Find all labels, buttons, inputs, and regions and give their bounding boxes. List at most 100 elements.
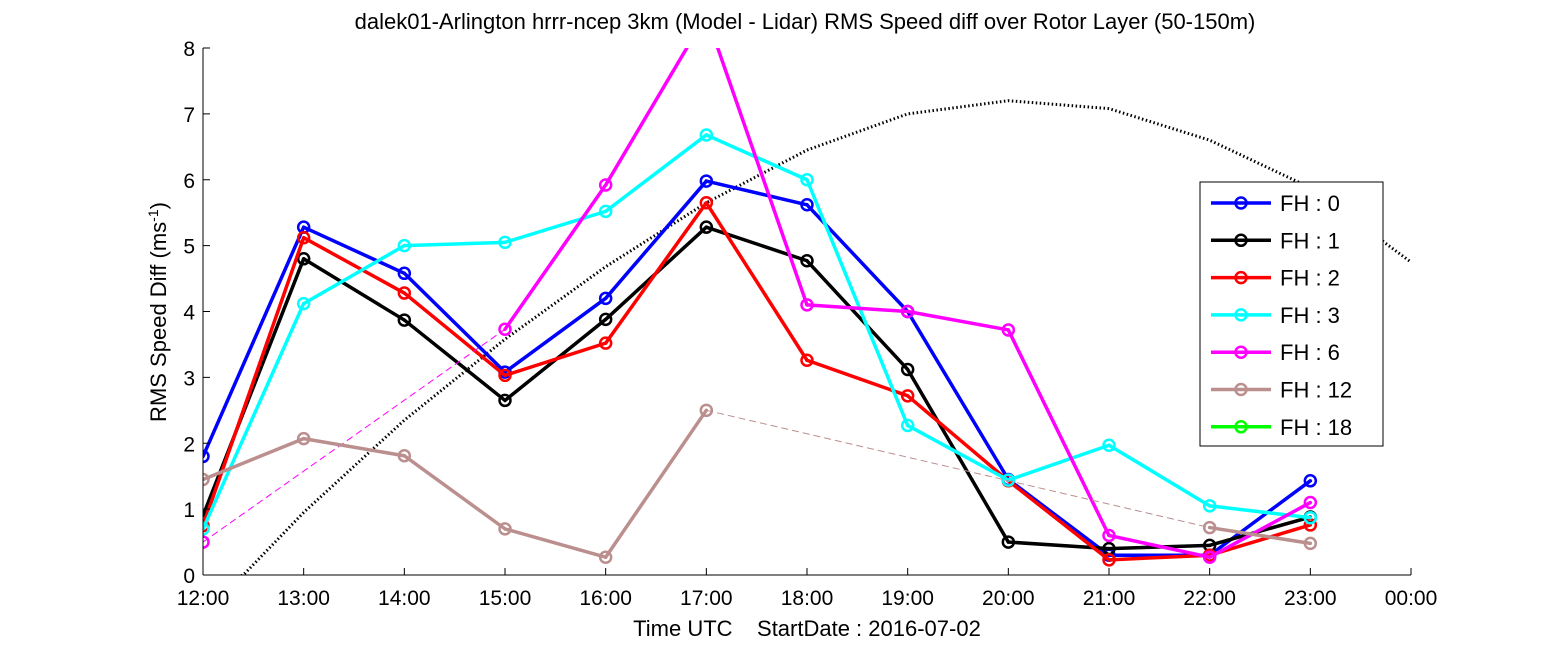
data-point: [800, 353, 814, 367]
legend-label: FH : 3: [1280, 303, 1340, 328]
legend: FH : 0 FH : 1 FH : 2 FH : 3 FH : 6 FH : 12 FH …: [1199, 181, 1384, 447]
series-connector-dashed: [706, 409, 1210, 529]
series-fh-2: [203, 196, 1318, 567]
data-point: [598, 291, 613, 306]
series-line-segment: [715, 48, 809, 307]
data-point: [1102, 553, 1116, 567]
data-point: [296, 431, 311, 446]
reference-curve-layer: [238, 99, 1411, 575]
axes-layer: 12:00 13:00 14:00 15:00 16:00 17:00 18:00 19:00…: [177, 38, 1438, 610]
series-line-segment: [503, 183, 608, 332]
series-line-segment: [805, 259, 910, 372]
series-line-segment: [905, 367, 1011, 544]
data-point: [699, 174, 714, 188]
y-tick-label: 3: [183, 367, 195, 390]
series-line-segment: [805, 358, 910, 398]
series-line-segment: [402, 454, 507, 531]
series-line-segment: [603, 408, 709, 559]
series-line-segment: [603, 48, 689, 187]
x-tick-label: 13:00: [277, 587, 330, 610]
data-point: [203, 522, 210, 536]
legend-swatch-marker: [1234, 382, 1248, 397]
legend-label: FH : 2: [1280, 266, 1340, 291]
data-point: [699, 220, 714, 234]
series-line-segment: [905, 423, 1011, 482]
x-tick-label: 18:00: [781, 587, 834, 610]
legend-swatch-marker: [1234, 308, 1248, 322]
data-point: [598, 336, 613, 350]
data-point: [498, 522, 512, 536]
series-line-segment: [603, 201, 709, 345]
data-point: [498, 322, 512, 337]
y-tick-label: 1: [183, 499, 195, 522]
data-point: [900, 418, 915, 433]
legend-swatch-marker: [1234, 420, 1248, 434]
series-line-segment: [603, 133, 709, 214]
data-point: [498, 393, 512, 408]
data-point: [296, 296, 311, 311]
x-tick-label: 21:00: [1083, 587, 1136, 610]
series-line-segment: [704, 201, 809, 362]
series-line-segment: [905, 394, 1011, 483]
series-line-segment: [1207, 523, 1313, 557]
data-point: [498, 235, 512, 250]
data-point: [699, 128, 714, 142]
reference-dotted-curve: [238, 99, 1411, 575]
series-line-segment: [503, 341, 608, 378]
legend-item: FH : 12: [1211, 378, 1352, 403]
series-line-segment: [1107, 533, 1212, 559]
data-point: [1303, 510, 1318, 525]
series-line-segment: [1207, 500, 1313, 559]
series-line-segment: [704, 179, 809, 207]
x-tick-label: 22:00: [1183, 587, 1236, 610]
series-line-segment: [203, 235, 306, 528]
chart-title: dalek01-Arlington hrrr-ncep 3km (Model -…: [355, 9, 1256, 34]
series-line-segment: [301, 243, 407, 306]
data-point: [203, 535, 210, 549]
data-point: [203, 449, 210, 464]
data-point: [800, 173, 814, 187]
x-tick-label: 16:00: [579, 587, 632, 610]
data-point: [699, 403, 714, 418]
data-point: [699, 196, 714, 210]
data-point: [296, 252, 311, 266]
series-fh-12: [203, 403, 1318, 564]
y-axis-label-superscript: -1: [145, 209, 161, 222]
series-line-segment: [301, 235, 407, 295]
data-point: [397, 313, 412, 327]
series-connector-dashed: [203, 328, 506, 543]
data-point: [1001, 323, 1016, 337]
series-line-segment: [503, 209, 608, 245]
series-fh-6: [203, 48, 1318, 564]
y-axis-label: RMS Speed Diff (ms-1): [145, 202, 171, 422]
legend-item: FH : 3: [1211, 303, 1340, 328]
legend-label: FH : 0: [1280, 191, 1340, 216]
series-line-segment: [402, 291, 507, 378]
series-line-segment: [1107, 443, 1212, 508]
series-line-segment: [503, 296, 608, 374]
series-line-segment: [402, 240, 507, 248]
y-tick-label: 2: [183, 433, 195, 456]
legend-item: FH : 2: [1211, 266, 1340, 291]
data-point: [1001, 473, 1016, 487]
y-tick-label: 8: [183, 38, 195, 61]
series-line-segment: [1207, 525, 1313, 546]
series-line-segment: [203, 301, 306, 531]
x-tick-label: 15:00: [479, 587, 532, 610]
x-tick-label: 12:00: [177, 587, 230, 610]
legend-item: FH : 18: [1211, 415, 1352, 440]
y-tick-label: 0: [183, 565, 195, 588]
y-tick-label: 4: [183, 302, 195, 325]
series-line-segment: [1207, 479, 1313, 557]
series-line-segment: [402, 318, 507, 403]
data-point: [397, 266, 412, 281]
legend-swatch-marker: [1234, 270, 1248, 285]
legend-label: FH : 6: [1280, 340, 1340, 365]
x-axis-label: Time UTC StartDate : 2016-07-02: [633, 616, 981, 641]
series-line-segment: [301, 257, 407, 322]
data-point: [598, 178, 613, 192]
data-point: [1202, 499, 1217, 513]
data-point: [598, 550, 613, 564]
series-layer: [203, 48, 1318, 567]
series-line-segment: [402, 271, 507, 374]
